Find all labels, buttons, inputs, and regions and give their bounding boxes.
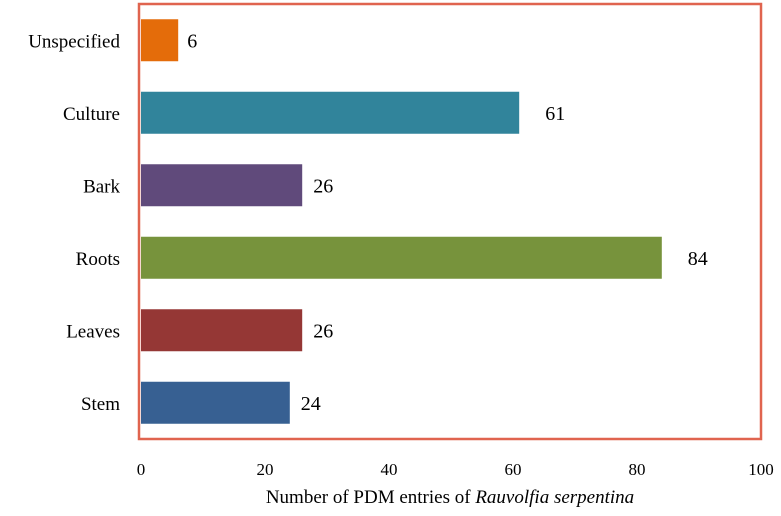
x-axis-title-species: Rauvolfia serpentina xyxy=(474,487,634,508)
category-label-leaves: Leaves xyxy=(66,321,120,342)
bar-roots xyxy=(141,236,662,279)
value-label-culture: 61 xyxy=(545,103,565,125)
x-tick-label-0: 0 xyxy=(137,460,146,479)
bar-stem xyxy=(141,381,290,424)
value-label-stem: 24 xyxy=(301,393,321,415)
bar-leaves xyxy=(141,309,303,352)
value-label-bark: 26 xyxy=(313,175,333,197)
value-label-unspecified: 6 xyxy=(187,30,197,52)
x-axis-title: Number of PDM entries of Rauvolfia serpe… xyxy=(266,487,634,508)
bar-bark xyxy=(141,164,303,207)
x-tick-label-20: 20 xyxy=(257,460,274,479)
category-label-bark: Bark xyxy=(83,176,120,197)
category-label-unspecified: Unspecified xyxy=(28,31,120,52)
value-label-roots: 84 xyxy=(688,248,708,270)
category-label-culture: Culture xyxy=(63,104,120,125)
bar-culture xyxy=(141,91,520,134)
x-tick-label-40: 40 xyxy=(381,460,398,479)
category-label-stem: Stem xyxy=(81,394,120,415)
category-label-roots: Roots xyxy=(76,249,120,270)
x-tick-label-60: 60 xyxy=(505,460,522,479)
bar-unspecified xyxy=(141,19,179,62)
x-tick-label-80: 80 xyxy=(629,460,646,479)
x-tick-label-100: 100 xyxy=(748,460,774,479)
plot-frame xyxy=(137,2,763,441)
x-axis-title-prefix: Number of PDM entries of xyxy=(266,487,476,508)
value-label-leaves: 26 xyxy=(313,320,333,342)
